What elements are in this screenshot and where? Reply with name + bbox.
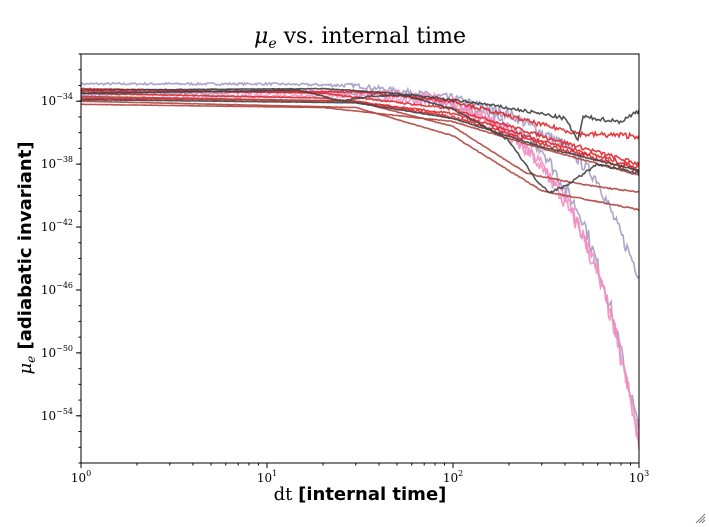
x-tick-label: 102 (443, 469, 463, 485)
series-line-13 (81, 98, 639, 172)
series-line-3 (81, 91, 639, 451)
x-axis-label: dt [internal time] (274, 484, 447, 505)
series-line-9 (81, 95, 639, 193)
y-tick-label: 10−38 (41, 155, 73, 171)
tick-layer: 100 101 102 103 10−34 10−38 10−42 10−46 10−50 10−… (41, 53, 649, 485)
resize-grip-icon[interactable] (694, 512, 706, 524)
y-tick-label: 10−54 (41, 407, 73, 423)
chart-title: μe vs. internal time (254, 24, 466, 52)
y-axis-label: μe [adiabatic invariant] (15, 141, 38, 374)
x-tick-label: 100 (71, 469, 91, 485)
y-tick-label: 10−46 (41, 281, 73, 297)
y-tick-label: 10−50 (41, 344, 73, 360)
y-tick-label: 10−42 (41, 218, 73, 234)
x-tick-label: 101 (257, 469, 277, 485)
series-layer (81, 81, 639, 451)
series-line-12 (81, 89, 639, 142)
series-line-11 (81, 87, 639, 194)
series-line-8 (81, 103, 639, 177)
series-line-0 (81, 81, 639, 279)
y-tick-label: 10−34 (41, 92, 73, 108)
series-line-10 (81, 100, 639, 212)
x-tick-label: 103 (629, 469, 649, 485)
